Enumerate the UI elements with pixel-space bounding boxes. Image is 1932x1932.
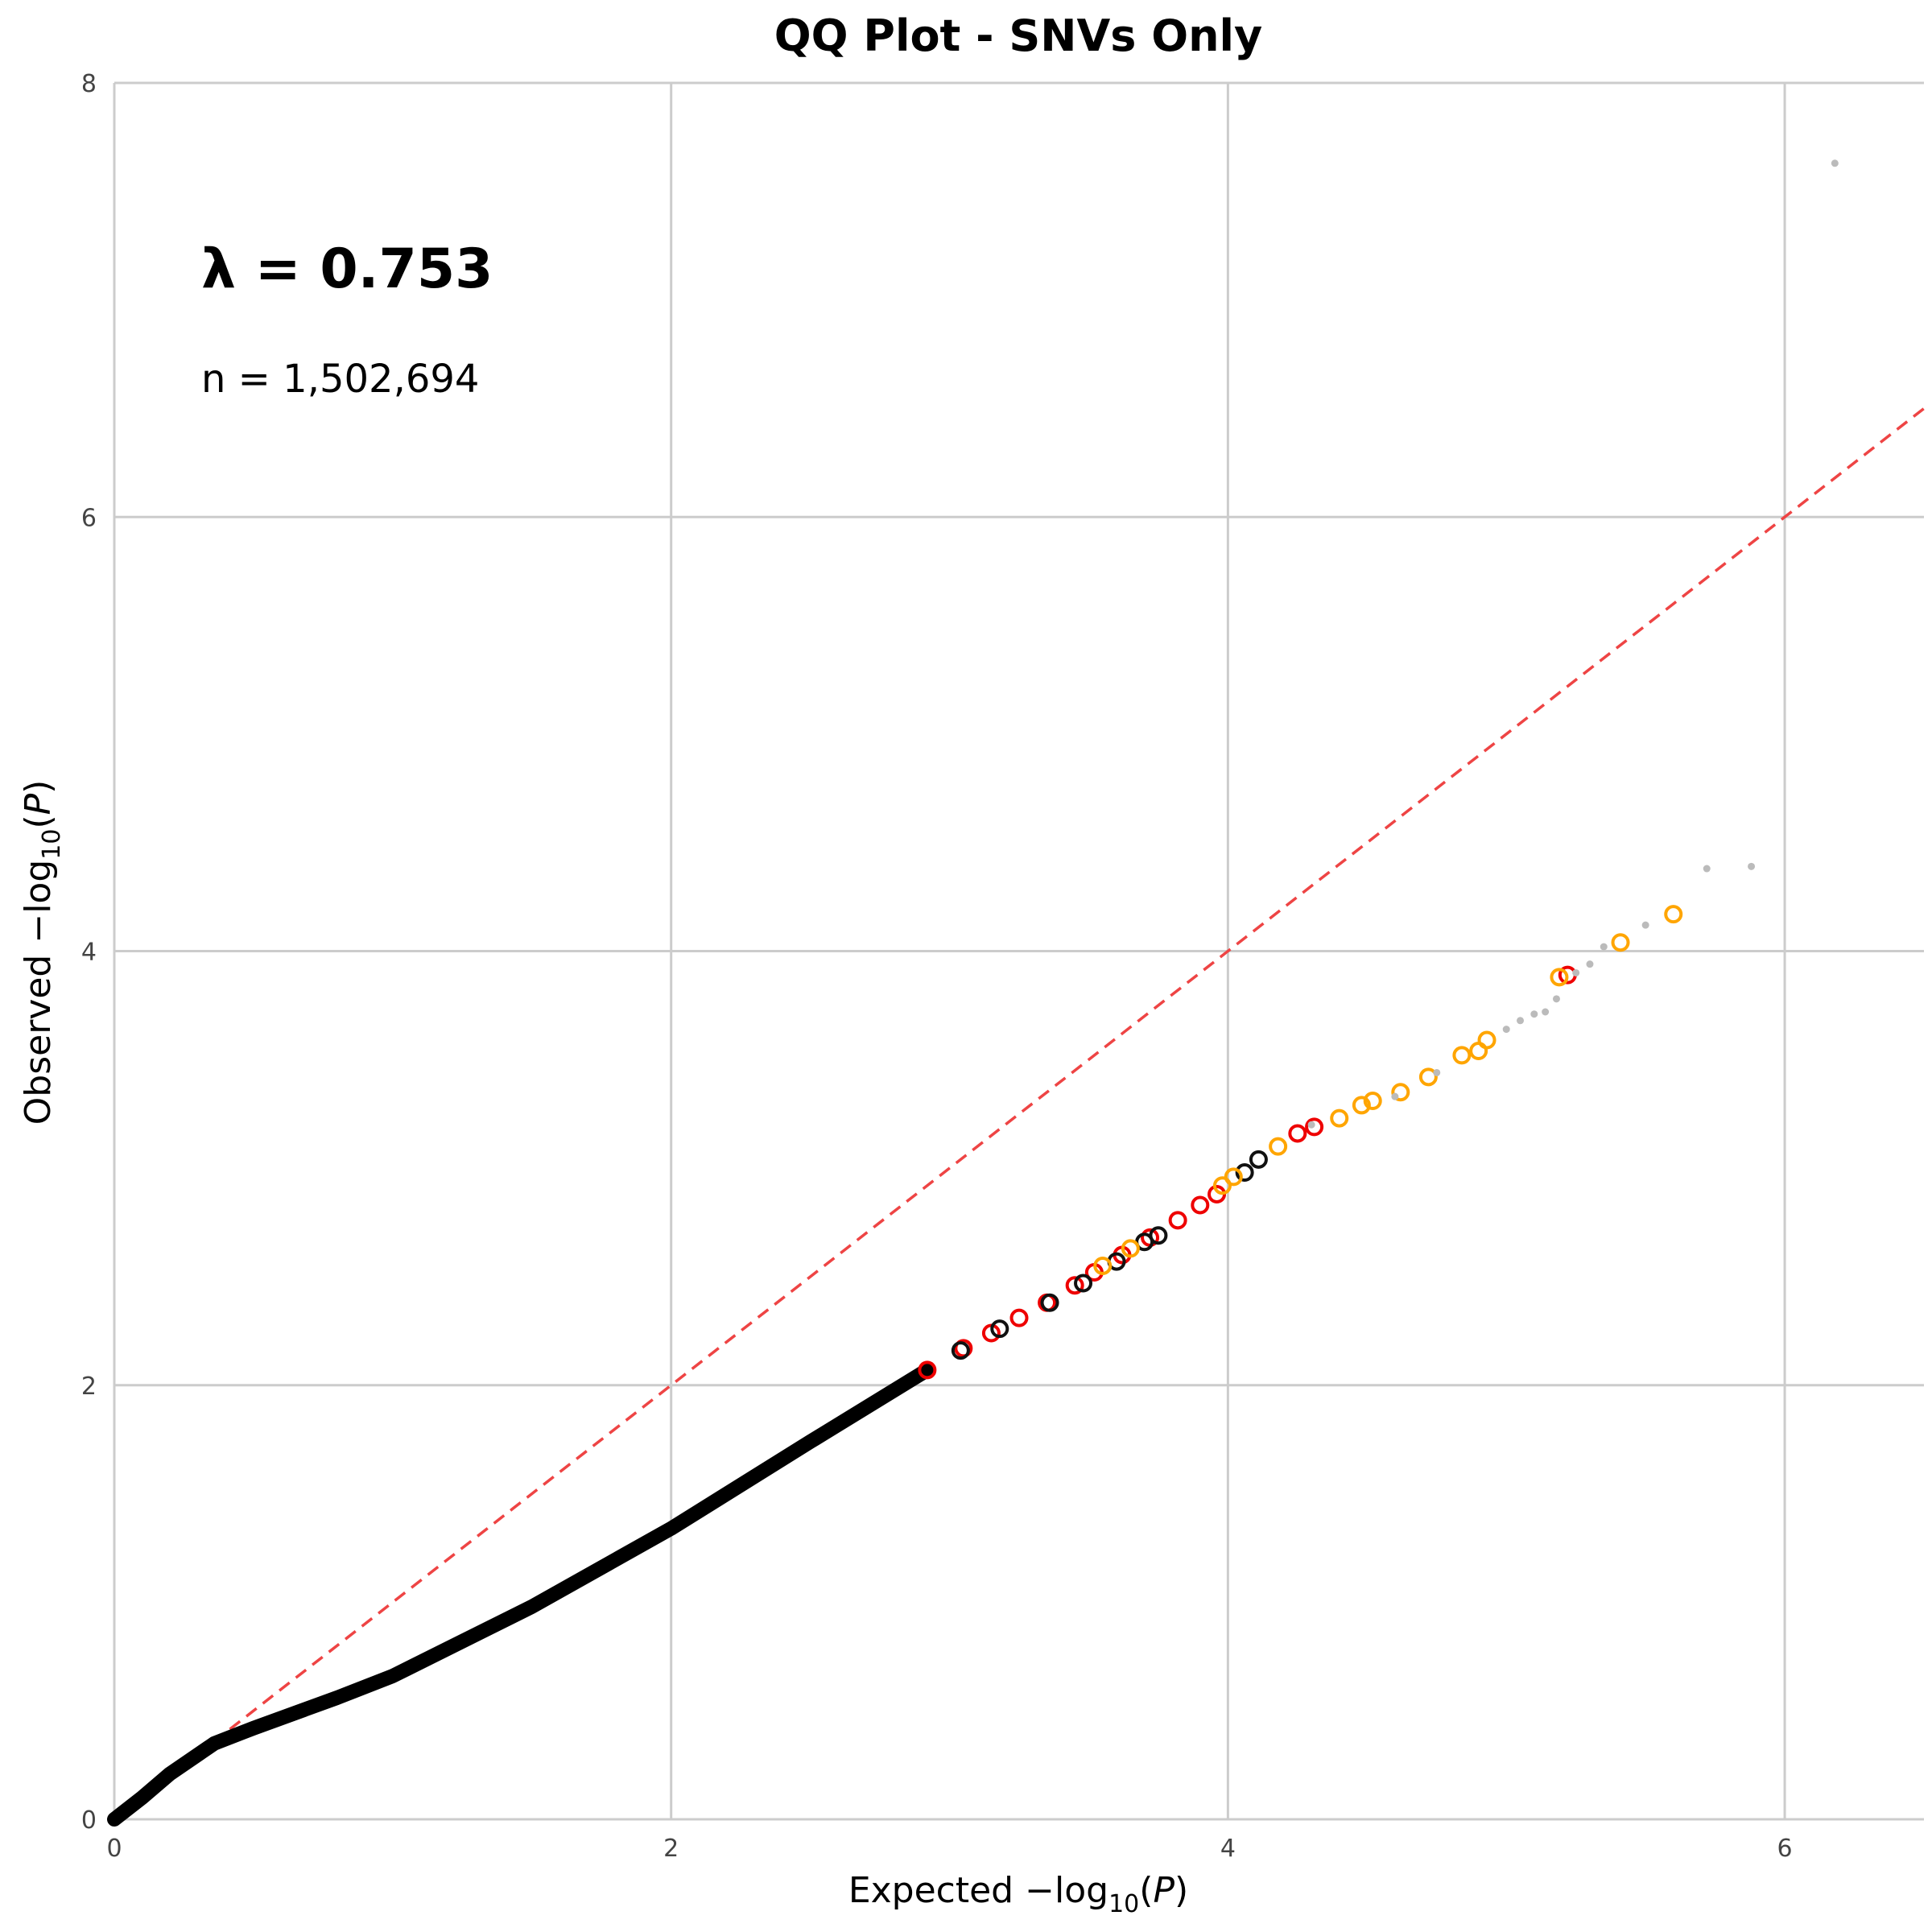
chart-title: QQ Plot - SNVs Only [774, 10, 1263, 61]
point-orange-3 [1224, 1167, 1243, 1187]
point-orange-7 [1363, 1092, 1382, 1111]
point-orange-10 [1452, 1046, 1472, 1065]
point-orange-15 [1664, 905, 1683, 924]
series-orange [1093, 905, 1683, 1275]
point-red-10 [1191, 1195, 1210, 1215]
grid [113, 81, 1924, 1821]
point-black_ring-0 [951, 1341, 970, 1360]
point-gray-11 [1641, 921, 1649, 929]
point-gray-8 [1572, 968, 1580, 976]
x-axis-label-prefix: Expected [848, 1870, 1013, 1911]
x-tick-label-0: 0 [106, 1835, 122, 1863]
point-gray-6 [1542, 1008, 1550, 1016]
y-tick-label-4: 8 [81, 70, 97, 98]
y-axis-label-log: −log [18, 860, 59, 943]
lambda-annotation: λ = 0.753 [201, 237, 493, 301]
point-orange-1 [1121, 1239, 1140, 1258]
y-axis-label-var: P [18, 793, 59, 815]
reference-line [113, 407, 1926, 1821]
point-orange-5 [1330, 1108, 1349, 1128]
point-orange-9 [1418, 1067, 1438, 1087]
points [918, 159, 1839, 1380]
point-gray-13 [1748, 862, 1756, 870]
point-red-13 [1305, 1117, 1324, 1137]
point-red-9 [1168, 1211, 1187, 1230]
bulk-points-band [107, 1362, 935, 1827]
n-annotation: n = 1,502,694 [201, 357, 479, 402]
point-orange-2 [1212, 1176, 1232, 1195]
point-orange-4 [1269, 1137, 1288, 1156]
point-gray-4 [1517, 1017, 1525, 1025]
point-gray-10 [1600, 943, 1608, 951]
point-black_ring-2 [1040, 1293, 1059, 1312]
point-gray-12 [1703, 865, 1711, 873]
point-red-0 [918, 1360, 937, 1380]
series-black_ring [951, 1150, 1268, 1360]
point-orange-0 [1093, 1256, 1113, 1275]
x-tick-label-1: 2 [663, 1835, 679, 1863]
point-black_ring-1 [990, 1319, 1009, 1339]
point-black_ring-7 [1235, 1163, 1254, 1183]
x-tick-label-3: 6 [1777, 1835, 1793, 1863]
y-tick-label-2: 4 [81, 939, 97, 967]
point-red-12 [1288, 1124, 1307, 1143]
y-axis-label-prefix: Observed [18, 955, 59, 1125]
y-axis-label: Observed−log10(P) [18, 780, 66, 1125]
point-red-3 [1009, 1308, 1029, 1327]
point-orange-13 [1550, 968, 1569, 987]
y-axis-label-sub: 10 [38, 829, 66, 860]
tick-labels: 0 2 4 6 0 2 4 6 8 [81, 70, 1793, 1863]
point-orange-14 [1611, 933, 1630, 952]
point-gray-0 [1307, 1121, 1315, 1129]
x-axis-label-log: −log [1025, 1870, 1108, 1911]
point-orange-6 [1352, 1096, 1371, 1115]
series-gray [1307, 159, 1839, 1129]
point-red-5 [1065, 1276, 1084, 1295]
point-gray-3 [1502, 1026, 1510, 1034]
x-tick-label-2: 4 [1220, 1835, 1236, 1863]
point-black_ring-6 [1149, 1226, 1168, 1245]
series-red [918, 965, 1577, 1380]
point-orange-8 [1391, 1083, 1410, 1102]
y-tick-label-3: 6 [81, 504, 97, 532]
point-gray-1 [1391, 1092, 1399, 1100]
point-gray-2 [1433, 1068, 1441, 1076]
x-axis-label-sub: 10 [1108, 1890, 1139, 1918]
point-black_ring-8 [1249, 1150, 1268, 1169]
y-tick-label-1: 2 [81, 1373, 97, 1401]
point-black_ring-3 [1074, 1274, 1093, 1293]
point-gray-9 [1586, 960, 1594, 968]
point-orange-12 [1477, 1030, 1496, 1050]
point-gray-14 [1831, 159, 1839, 167]
y-tick-label-0: 0 [81, 1806, 97, 1835]
x-axis-label: Expected −log10(P) [848, 1870, 1188, 1918]
point-gray-7 [1552, 995, 1560, 1003]
point-gray-5 [1530, 1010, 1538, 1018]
x-axis-label-var: P [1153, 1870, 1174, 1911]
